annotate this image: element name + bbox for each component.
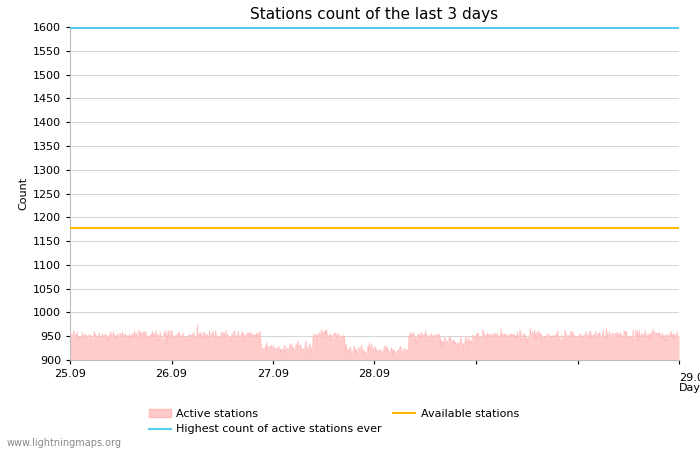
Legend: Active stations, Highest count of active stations ever, Available stations: Active stations, Highest count of active… <box>148 409 519 434</box>
Text: 29.09: 29.09 <box>679 374 700 383</box>
Text: www.lightningmaps.org: www.lightningmaps.org <box>7 438 122 448</box>
Y-axis label: Count: Count <box>19 177 29 210</box>
Text: Day: Day <box>679 383 700 393</box>
Title: Stations count of the last 3 days: Stations count of the last 3 days <box>251 7 498 22</box>
